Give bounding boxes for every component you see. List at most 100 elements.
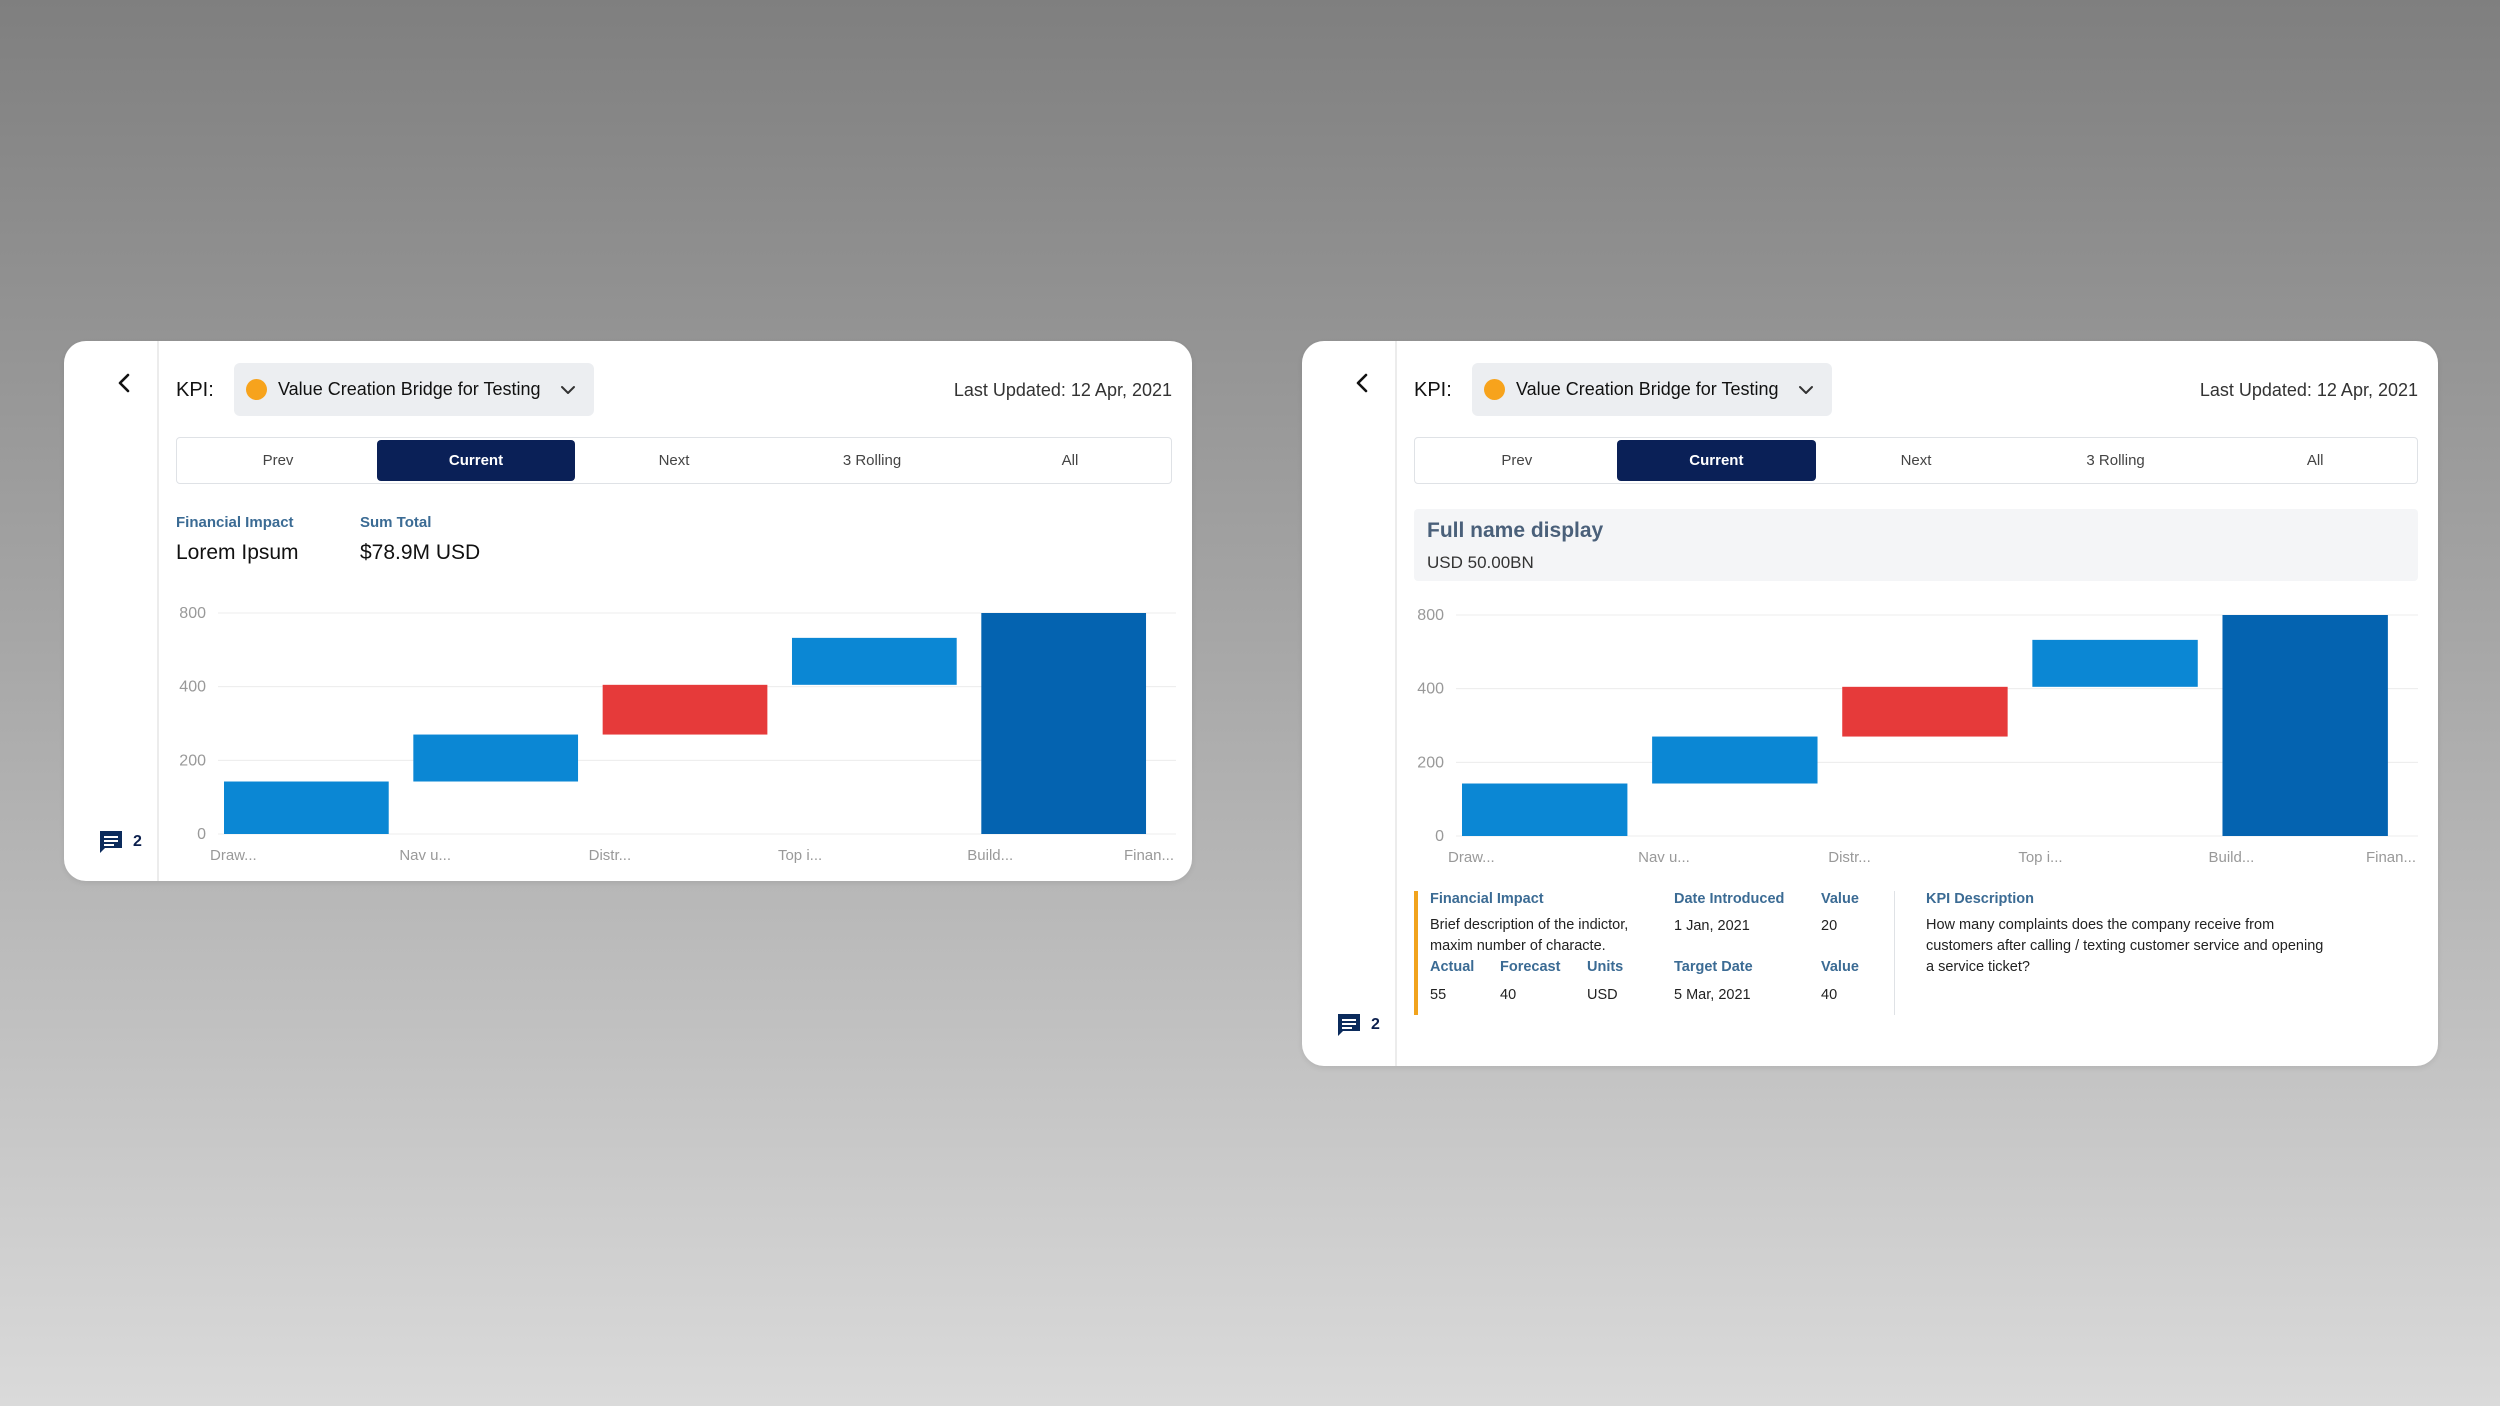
- chevron-down-icon: [1799, 386, 1813, 394]
- waterfall-bar: [602, 684, 768, 735]
- detail-forecast-label: Forecast: [1500, 959, 1561, 975]
- kpi-header: KPI: Value Creation Bridge for Testing L…: [176, 363, 1172, 418]
- detail-target-date-label: Target Date: [1674, 959, 1753, 975]
- tab-next[interactable]: Next: [658, 452, 690, 469]
- financial-impact-value: Lorem Ipsum: [176, 541, 299, 564]
- tab-current[interactable]: Current: [1616, 440, 1817, 481]
- x-tick-label: Top i...: [2018, 849, 2062, 866]
- chevron-left-icon[interactable]: [110, 368, 140, 398]
- comments-count: 2: [1371, 1016, 1380, 1033]
- waterfall-chart: 800 400 200 0 Draw... Nav u... Distr... Top i..…: [1414, 601, 2418, 881]
- x-tick-label: Build...: [967, 847, 1013, 864]
- waterfall-bar: [1842, 686, 2008, 737]
- financial-impact: Financial Impact Lorem Ipsum: [176, 514, 299, 565]
- chevron-down-icon: [561, 386, 575, 394]
- y-tick-label: 0: [1435, 828, 1444, 845]
- y-tick-label: 800: [179, 605, 206, 622]
- waterfall-bar: [791, 637, 957, 685]
- x-tick-label: Finan...: [1124, 847, 1174, 864]
- sum-total-value: $78.9M USD: [360, 541, 481, 564]
- kpi-status-dot: [246, 379, 267, 400]
- detail-value1: 20: [1821, 918, 1838, 934]
- waterfall-bar: [2222, 615, 2388, 836]
- chevron-left-icon[interactable]: [1348, 368, 1378, 398]
- x-tick-label: Draw...: [1448, 849, 1495, 866]
- detail-date-introduced-value: 1 Jan, 2021: [1674, 918, 1750, 934]
- details-divider: [1894, 891, 1895, 1015]
- comments-button[interactable]: 2: [97, 828, 142, 856]
- tab-prev[interactable]: Prev: [1501, 452, 1533, 469]
- tab-all[interactable]: All: [2306, 452, 2324, 469]
- x-tick-label: Distr...: [589, 847, 632, 864]
- tab-current[interactable]: Current: [377, 440, 575, 481]
- tab-next[interactable]: Next: [1900, 452, 1932, 469]
- x-tick-label: Build...: [2208, 849, 2254, 866]
- comment-icon: [1338, 1014, 1360, 1036]
- kpi-select-value: Value Creation Bridge for Testing: [1516, 379, 1779, 399]
- x-tick-label: Finan...: [2366, 849, 2416, 866]
- waterfall-bar: [2032, 639, 2198, 687]
- comment-icon: [100, 831, 122, 853]
- last-updated: Last Updated: 12 Apr, 2021: [2199, 380, 2418, 400]
- kpi-card-summary: 2 KPI: Value Creation Bridge for Testing…: [64, 341, 1192, 881]
- detail-actual-label: Actual: [1430, 959, 1475, 975]
- tab-all[interactable]: All: [1061, 452, 1079, 469]
- detail-units-value: USD: [1587, 987, 1618, 1003]
- card-main: KPI: Value Creation Bridge for Testing L…: [176, 341, 1176, 881]
- detail-value1-label: Value: [1821, 891, 1859, 907]
- full-name-title: Full name display: [1427, 519, 1604, 542]
- kpi-select[interactable]: Value Creation Bridge for Testing: [1472, 363, 1832, 416]
- waterfall-bar: [1462, 783, 1628, 836]
- detail-kpi-description: How many complaints does the company rec…: [1926, 917, 2324, 975]
- kpi-select-value: Value Creation Bridge for Testing: [278, 379, 541, 399]
- sum-total-label: Sum Total: [360, 514, 432, 531]
- sum-total: Sum Total $78.9M USD: [360, 514, 480, 565]
- x-tick-label: Nav u...: [399, 847, 451, 864]
- x-tick-label: Nav u...: [1638, 849, 1690, 866]
- tab-3-rolling[interactable]: 3 Rolling: [2086, 452, 2145, 469]
- full-name-value: USD 50.00BN: [1427, 553, 1534, 572]
- detail-value2-label: Value: [1821, 959, 1859, 975]
- card-sidebar: 2: [1302, 341, 1397, 1066]
- kpi-label: KPI:: [1414, 379, 1452, 401]
- kpi-card-detail: 2 KPI: Value Creation Bridge for Testing…: [1302, 341, 2438, 1066]
- tab-3-rolling[interactable]: 3 Rolling: [842, 452, 902, 469]
- y-tick-label: 400: [1417, 681, 1444, 698]
- kpi-status-dot: [1484, 379, 1505, 400]
- detail-actual-value: 55: [1430, 987, 1447, 1003]
- detail-financial-impact-label: Financial Impact: [1430, 891, 1544, 907]
- financial-impact-label: Financial Impact: [176, 514, 294, 531]
- card-main: KPI: Value Creation Bridge for Testing L…: [1414, 341, 2418, 1066]
- tab-prev[interactable]: Prev: [262, 452, 294, 469]
- y-tick-label: 200: [1417, 754, 1444, 771]
- y-tick-label: 0: [197, 826, 206, 843]
- detail-units-label: Units: [1587, 959, 1624, 975]
- waterfall-chart: 800 400 200 0 Draw... Nav u... Distr... Top i..…: [176, 599, 1176, 879]
- x-tick-label: Distr...: [1828, 849, 1871, 866]
- y-tick-label: 800: [1417, 607, 1444, 624]
- kpi-details: Financial Impact Brief description of th…: [1414, 891, 2418, 1021]
- detail-kpi-description-label: KPI Description: [1926, 891, 2034, 907]
- kpi-label: KPI:: [176, 379, 214, 401]
- kpi-select[interactable]: Value Creation Bridge for Testing: [234, 363, 594, 416]
- period-tabs: Prev Current Next 3 Rolling All: [176, 437, 1172, 484]
- y-tick-label: 200: [179, 752, 206, 769]
- x-tick-label: Draw...: [210, 847, 257, 864]
- comments-button[interactable]: 2: [1335, 1011, 1380, 1039]
- waterfall-bar: [224, 781, 389, 834]
- waterfall-bar: [1652, 736, 1818, 784]
- x-tick-label: Top i...: [778, 847, 822, 864]
- full-name-panel: Full name display USD 50.00BN: [1414, 509, 2418, 581]
- y-tick-label: 400: [179, 679, 206, 696]
- detail-target-date-value: 5 Mar, 2021: [1674, 987, 1751, 1003]
- kpi-header: KPI: Value Creation Bridge for Testing L…: [1414, 363, 2418, 418]
- detail-value2: 40: [1821, 987, 1838, 1003]
- details-accent-bar: [1414, 891, 1418, 1015]
- waterfall-bar: [981, 613, 1147, 834]
- detail-forecast-value: 40: [1500, 987, 1517, 1003]
- detail-date-introduced-label: Date Introduced: [1674, 891, 1785, 907]
- card-sidebar: 2: [64, 341, 159, 881]
- comments-count: 2: [133, 833, 142, 850]
